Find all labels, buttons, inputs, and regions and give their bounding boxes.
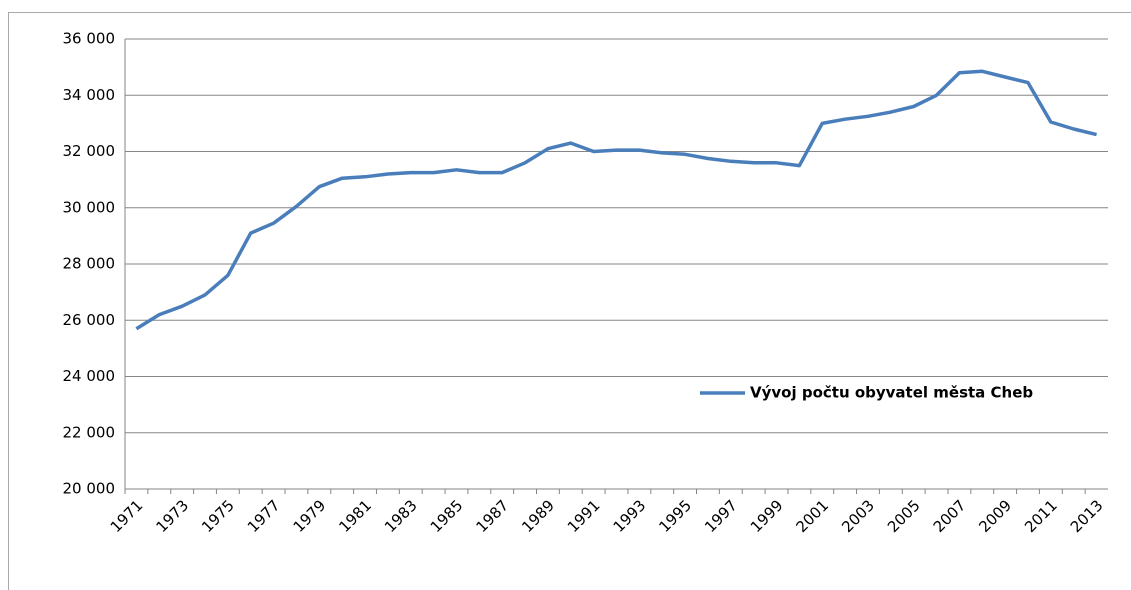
x-tick-label: 2005 (884, 496, 924, 536)
x-tick-label: 1983 (381, 496, 421, 536)
x-tick-label: 2001 (793, 496, 833, 536)
y-tick-label: 34 000 (63, 86, 116, 104)
legend-label: Vývoj počtu obyvatel města Cheb (750, 384, 1033, 402)
y-tick-label: 24 000 (63, 367, 116, 385)
x-tick-label: 2009 (975, 496, 1015, 536)
x-tick-label: 1973 (152, 496, 192, 536)
x-tick-label: 1993 (610, 496, 650, 536)
x-tick-label: 1971 (107, 496, 147, 536)
y-tick-label: 32 000 (63, 142, 116, 160)
x-tick-label: 2011 (1021, 496, 1061, 536)
x-tick-label: 1997 (701, 496, 741, 536)
x-tick-label: 1991 (564, 496, 604, 536)
x-tick-label: 1995 (655, 496, 695, 536)
x-tick-label: 1977 (244, 496, 284, 536)
y-tick-label: 30 000 (63, 198, 116, 216)
x-tick-label: 1979 (290, 496, 330, 536)
x-tick-label: 1975 (198, 496, 238, 536)
x-tick-label: 2013 (1067, 496, 1107, 536)
y-tick-label: 36 000 (63, 30, 116, 48)
x-tick-label: 1999 (747, 496, 787, 536)
x-tick-label: 1981 (335, 496, 375, 536)
y-tick-label: 20 000 (63, 480, 116, 498)
x-tick-label: 1985 (427, 496, 467, 536)
y-tick-label: 28 000 (63, 255, 116, 273)
chart-border (8, 12, 1131, 590)
x-tick-label: 2007 (930, 496, 970, 536)
y-tick-label: 22 000 (63, 423, 116, 441)
series-line (135, 69, 1098, 331)
x-tick-label: 2003 (838, 496, 878, 536)
x-tick-label: 1989 (518, 496, 558, 536)
x-tick-label: 1987 (472, 496, 512, 536)
y-tick-label: 26 000 (63, 311, 116, 329)
